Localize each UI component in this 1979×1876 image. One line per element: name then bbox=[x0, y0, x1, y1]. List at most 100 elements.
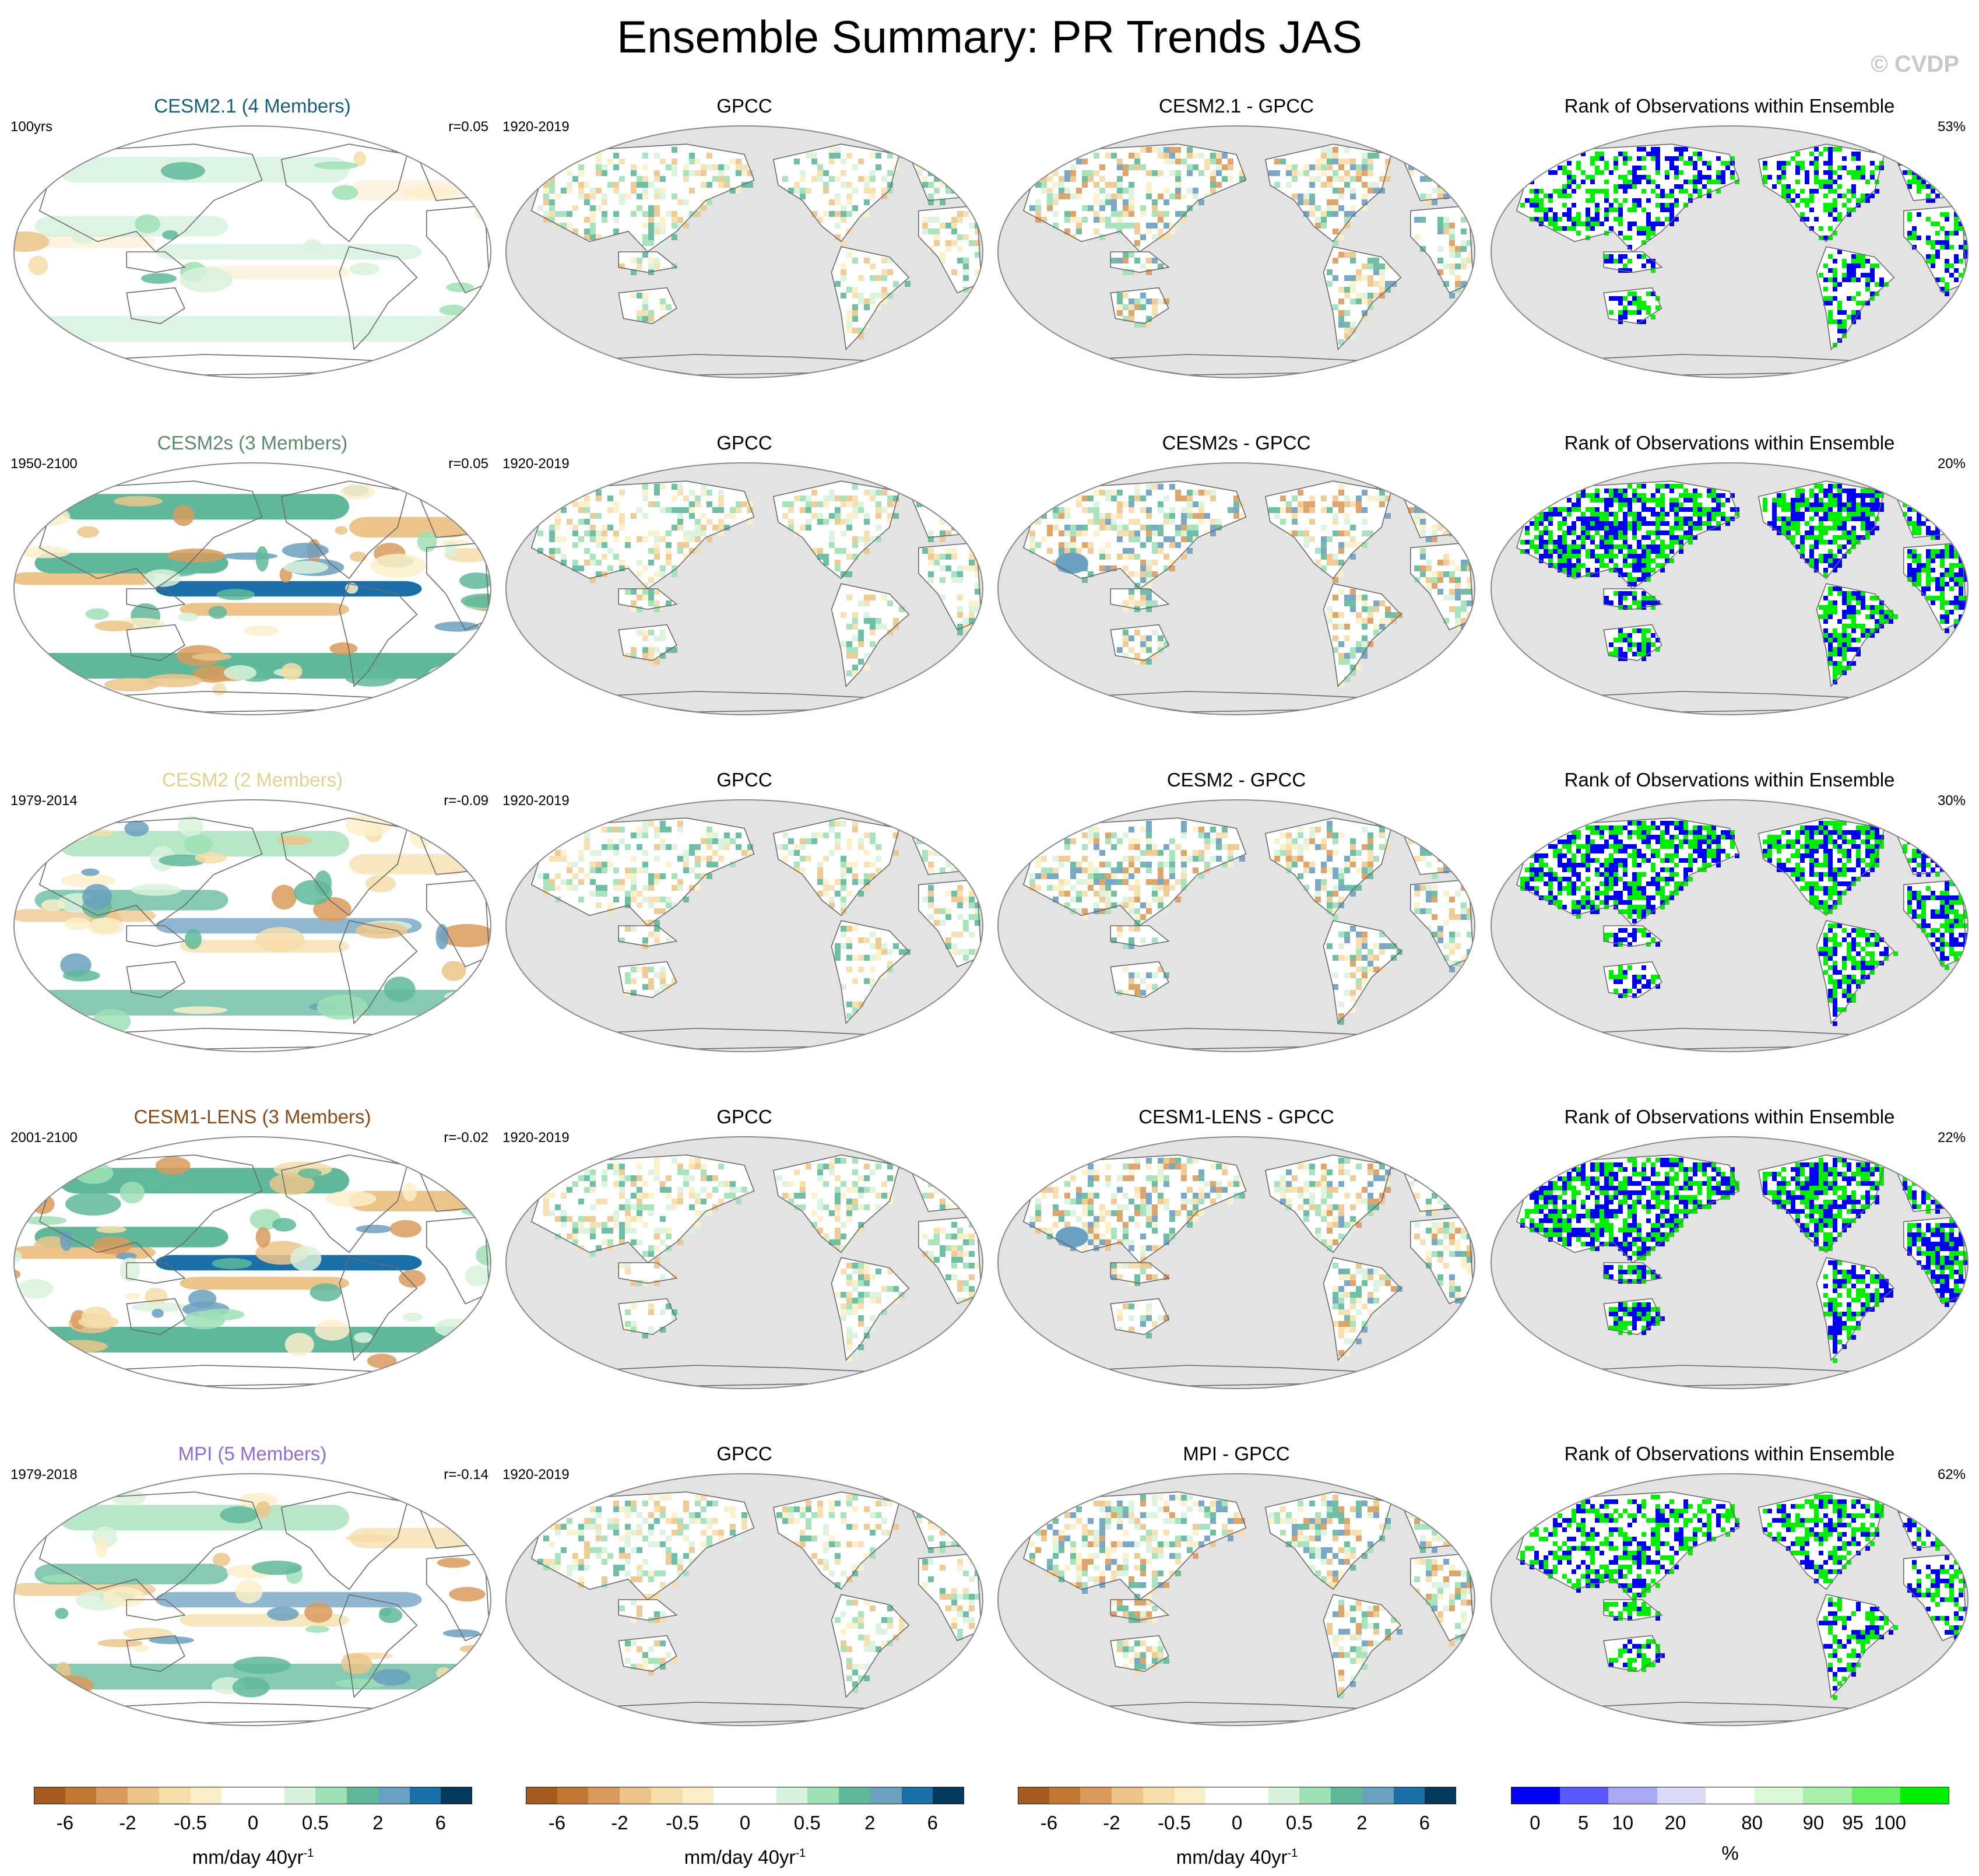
rank-cell bbox=[1544, 217, 1548, 222]
rank-cell bbox=[1567, 498, 1572, 503]
trend-cell bbox=[1181, 496, 1187, 501]
trend-cell bbox=[689, 501, 695, 507]
rank-cell bbox=[1632, 531, 1637, 535]
rank-cell bbox=[1614, 563, 1618, 568]
rank-cell bbox=[1931, 498, 1935, 503]
rank-cell bbox=[1889, 147, 1893, 152]
trend-cell bbox=[934, 850, 940, 856]
trend-cell bbox=[922, 856, 928, 862]
globe-map bbox=[13, 125, 491, 378]
panel-diff-row3: CESM2 - GPCC bbox=[994, 768, 1478, 1054]
rank-cell bbox=[1520, 540, 1525, 544]
rank-cell bbox=[1641, 638, 1646, 642]
trend-cell bbox=[654, 600, 660, 606]
rank-cell bbox=[1861, 596, 1865, 600]
trend-cell bbox=[695, 873, 701, 879]
rank-cell bbox=[1856, 493, 1861, 498]
trend-cell bbox=[864, 618, 870, 624]
trend-cell bbox=[1350, 554, 1356, 560]
trend-cell bbox=[637, 536, 642, 542]
trend-cell bbox=[928, 194, 934, 199]
trend-cell bbox=[1292, 194, 1298, 199]
rank-cell bbox=[1847, 208, 1851, 212]
trend-cell bbox=[1449, 240, 1455, 246]
rank-cell bbox=[1655, 222, 1660, 226]
rank-cell bbox=[1828, 558, 1833, 563]
trend-cell bbox=[876, 867, 881, 873]
rank-cell bbox=[1730, 175, 1735, 180]
rank-cell bbox=[1842, 647, 1847, 652]
trend-cell bbox=[654, 659, 660, 665]
trend-cell bbox=[1321, 159, 1327, 164]
trend-cell bbox=[864, 531, 870, 536]
rank-cell bbox=[1665, 208, 1669, 212]
trend-cell bbox=[1333, 258, 1338, 264]
trend-cell bbox=[578, 164, 584, 170]
rank-cell bbox=[1707, 175, 1711, 180]
trend-cell bbox=[841, 932, 846, 937]
rank-cell bbox=[1660, 203, 1665, 208]
rank-cell bbox=[1949, 273, 1954, 277]
rank-cell bbox=[1721, 493, 1725, 498]
trend-cell bbox=[1333, 647, 1338, 653]
rank-cell bbox=[1847, 638, 1851, 642]
trend-cell bbox=[841, 856, 846, 862]
trend-cell bbox=[864, 188, 870, 194]
trend-cell bbox=[1362, 507, 1368, 513]
rank-cell bbox=[1679, 156, 1683, 161]
trend-cell bbox=[1461, 618, 1467, 624]
rank-cell bbox=[1856, 291, 1861, 296]
trend-cell bbox=[1443, 955, 1449, 961]
rank-cell bbox=[1553, 222, 1558, 226]
rank-cell bbox=[1809, 517, 1814, 521]
trend-cell bbox=[1123, 525, 1129, 531]
trend-cell bbox=[1362, 844, 1368, 850]
rank-cell bbox=[1856, 315, 1861, 319]
rank-cell bbox=[1567, 170, 1572, 175]
trend-band bbox=[34, 316, 470, 342]
rank-cell bbox=[1963, 240, 1968, 245]
trend-cell bbox=[567, 879, 572, 885]
rank-cell bbox=[1600, 563, 1604, 568]
trend-cell bbox=[852, 205, 858, 211]
trend-cell bbox=[1461, 914, 1467, 920]
trend-cell bbox=[648, 600, 654, 606]
trend-cell bbox=[590, 862, 596, 867]
trend-cell bbox=[1152, 548, 1158, 554]
trend-cell bbox=[1414, 885, 1420, 891]
trend-cell bbox=[852, 612, 858, 618]
trend-cell bbox=[590, 891, 596, 897]
trend-cell bbox=[928, 577, 934, 583]
rank-cell bbox=[1959, 526, 1963, 531]
rank-cell bbox=[1604, 512, 1609, 517]
trend-blob bbox=[459, 490, 482, 508]
trend-cell bbox=[852, 542, 858, 548]
rank-cell bbox=[1856, 310, 1861, 315]
trend-cell bbox=[1379, 501, 1385, 507]
trend-cell bbox=[1356, 618, 1362, 624]
rank-cell bbox=[1567, 572, 1572, 577]
trend-blob bbox=[159, 854, 206, 867]
rank-cell bbox=[1875, 507, 1879, 512]
trend-cell bbox=[1449, 908, 1455, 914]
rank-cell bbox=[1823, 531, 1828, 535]
trend-cell bbox=[660, 844, 666, 850]
trend-blob bbox=[146, 673, 203, 687]
rank-cell bbox=[1572, 531, 1576, 535]
trend-cell bbox=[1432, 159, 1437, 164]
trend-cell bbox=[1356, 850, 1362, 856]
rank-cell bbox=[1875, 628, 1879, 633]
rank-cell bbox=[1861, 166, 1865, 170]
rank-cell bbox=[1609, 652, 1614, 656]
trend-cell bbox=[631, 513, 637, 519]
trend-cell bbox=[876, 624, 881, 630]
trend-cell bbox=[572, 531, 578, 536]
rank-cell bbox=[1777, 493, 1781, 498]
trend-cell bbox=[1298, 873, 1303, 879]
coastline-australia bbox=[618, 287, 677, 325]
trend-cell bbox=[1094, 211, 1099, 217]
trend-cell bbox=[951, 943, 957, 949]
rank-cell bbox=[1772, 503, 1777, 507]
trend-cell bbox=[584, 548, 590, 554]
trend-cell bbox=[689, 536, 695, 542]
